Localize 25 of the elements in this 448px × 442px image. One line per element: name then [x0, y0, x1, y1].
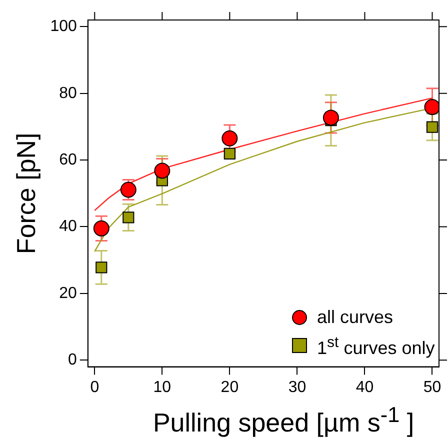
y-tick-label: 100 — [50, 18, 77, 36]
legend-label: all curves — [317, 306, 394, 329]
point — [424, 99, 439, 116]
point — [120, 182, 136, 198]
x-axis-title: Pulling speed [µm s$^{-1}$ ] — [152, 402, 414, 439]
legend-label: 1$^{st}$ curves only — [317, 332, 435, 360]
x-tick-label: 30 — [288, 378, 306, 396]
y-tick-label: 40 — [59, 218, 77, 236]
point — [222, 130, 238, 146]
point — [426, 121, 438, 133]
x-tick-label: 10 — [153, 378, 172, 396]
y-tick-label: 20 — [59, 284, 77, 302]
y-tick-label: 0 — [68, 352, 77, 369]
y-tick-label: 60 — [59, 151, 77, 168]
y-tick-label: 80 — [59, 84, 77, 102]
point — [322, 110, 339, 126]
point — [154, 162, 170, 179]
x-tick-label: 50 — [423, 378, 442, 396]
point — [96, 262, 108, 274]
x-tick-label: 0 — [90, 378, 100, 396]
point — [93, 220, 110, 236]
y-axis-title: Force [pN] — [10, 132, 41, 254]
x-tick-label: 40 — [356, 378, 374, 396]
point — [122, 212, 134, 224]
x-tick-label: 20 — [220, 378, 239, 396]
